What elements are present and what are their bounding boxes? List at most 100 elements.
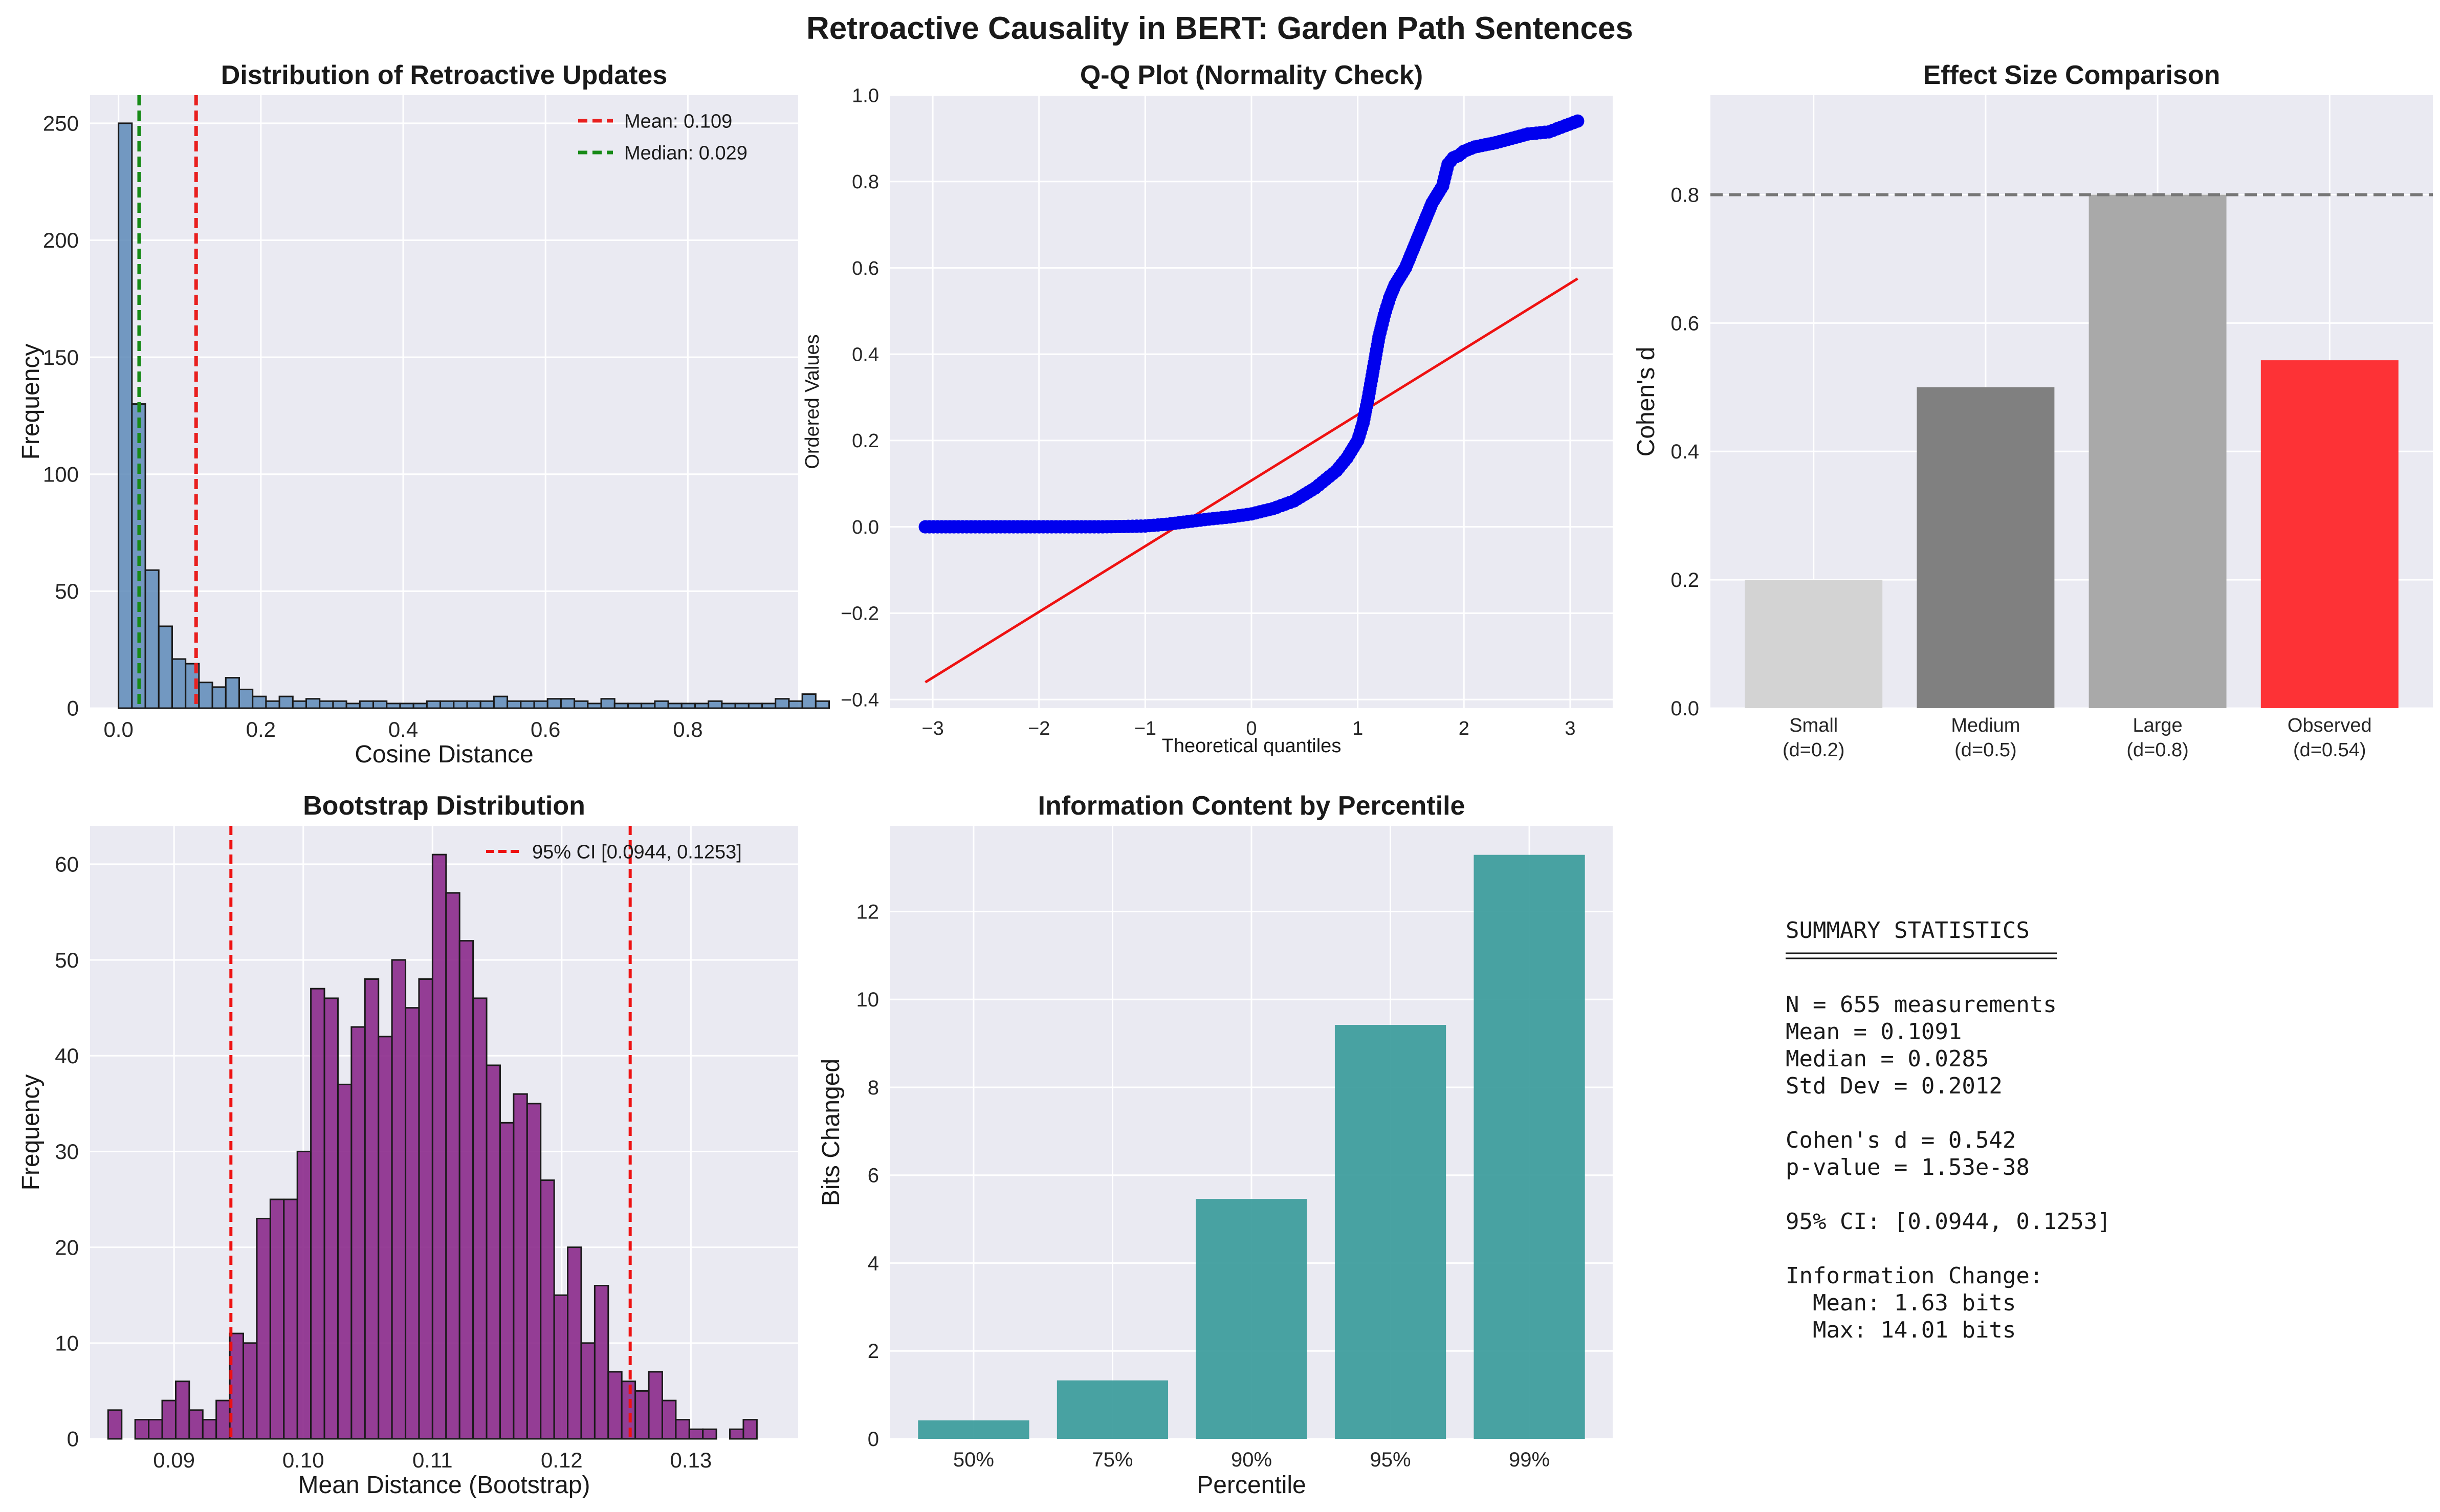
bootstrap-bar xyxy=(215,1399,231,1440)
histogram-bar xyxy=(171,658,187,709)
histogram-bar xyxy=(319,700,334,709)
qq-points xyxy=(918,114,1585,534)
y-tick-label: 50 xyxy=(55,948,79,972)
summary-line: Mean = 0.1091 xyxy=(1786,1019,1962,1045)
x-tick-label: Large xyxy=(2133,715,2182,736)
y-tick-label: 0.4 xyxy=(1670,441,1699,463)
x-tick-label: 0.4 xyxy=(388,717,418,741)
y-tick-label: 1.0 xyxy=(852,85,879,106)
summary-line: Cohen's d = 0.542 xyxy=(1786,1127,2016,1153)
percentile-bar xyxy=(918,1420,1029,1439)
histogram-bar xyxy=(520,700,535,709)
bootstrap-bar xyxy=(675,1419,690,1440)
histogram-bar xyxy=(453,700,468,709)
legend: Mean: 0.109 Median: 0.029 xyxy=(578,111,748,164)
chart-hist: Distribution of Retroactive Updates 0 50 10… xyxy=(17,60,830,768)
histogram-bar xyxy=(815,700,830,709)
summary-line: 95% CI: [0.0944, 0.1253] xyxy=(1786,1209,2111,1235)
histogram-bar xyxy=(439,700,455,709)
x-tick-label: 99% xyxy=(1509,1449,1550,1471)
chart-effect: Effect Size Comparison 0.0 0.2 0.4 0.6 0.8 Sma… xyxy=(1633,60,2433,761)
y-tick-label: 10 xyxy=(55,1331,79,1355)
histogram-bar xyxy=(426,700,442,709)
summary-line: p-value = 1.53e-38 xyxy=(1786,1154,2030,1180)
bootstrap-bar xyxy=(445,892,460,1440)
x-tick-label: 95% xyxy=(1370,1449,1411,1471)
bootstrap-bar xyxy=(310,988,325,1440)
histogram-bar xyxy=(560,698,576,709)
histogram-bar xyxy=(613,703,629,709)
histogram-bar xyxy=(708,700,723,709)
legend-label: Median: 0.029 xyxy=(624,143,748,164)
qq-point xyxy=(1571,114,1585,128)
bootstrap-bar xyxy=(472,997,488,1440)
y-tick-label: 8 xyxy=(868,1077,879,1099)
histogram-bar xyxy=(238,688,254,709)
x-tick-label: 0.11 xyxy=(412,1448,453,1472)
summary-line: Median = 0.0285 xyxy=(1786,1046,1989,1072)
y-axis-label: Cohen's d xyxy=(1633,347,1660,457)
y-tick-label: 60 xyxy=(55,852,79,876)
y-tick-label: 0.0 xyxy=(852,517,879,538)
histogram-bar xyxy=(292,700,307,709)
histogram-bar xyxy=(305,698,321,709)
x-axis-label: Mean Distance (Bootstrap) xyxy=(298,1472,590,1499)
x-tick-sublabel: (d=0.5) xyxy=(1954,739,2016,761)
bootstrap-bar xyxy=(378,1036,393,1440)
bootstrap-bar xyxy=(729,1428,744,1440)
histogram-bar xyxy=(278,695,294,709)
bootstrap-bar xyxy=(593,1285,609,1440)
y-tick-label: 40 xyxy=(55,1044,79,1068)
x-tick-label: −2 xyxy=(1028,718,1050,739)
legend: 95% CI [0.0944, 0.1253] xyxy=(486,842,742,863)
bootstrap-bar xyxy=(188,1409,204,1440)
x-tick-sublabel: (d=0.8) xyxy=(2126,739,2188,761)
bootstrap-bar xyxy=(134,1419,150,1440)
histogram-bar xyxy=(574,700,589,709)
bootstrap-bar xyxy=(540,1179,555,1440)
bootstrap-bar xyxy=(174,1380,190,1440)
y-tick-label: 0.6 xyxy=(1670,312,1699,335)
bootstrap-bar xyxy=(621,1380,636,1440)
percentile-bar xyxy=(1474,854,1585,1439)
histogram-bar xyxy=(211,686,227,709)
bootstrap-bar xyxy=(458,940,474,1440)
histogram-bar xyxy=(694,703,710,709)
y-axis-label: Bits Changed xyxy=(818,1059,845,1206)
y-tick-label: 20 xyxy=(55,1235,79,1259)
y-tick-label: 0.6 xyxy=(852,258,879,279)
bootstrap-bar xyxy=(405,1007,420,1440)
y-tick-label: 12 xyxy=(856,901,880,923)
figure-title: Retroactive Causality in BERT: Garden Pa… xyxy=(806,11,1633,46)
histogram-bar xyxy=(118,122,133,709)
x-tick-label: 0 xyxy=(1246,718,1257,739)
bootstrap-bar xyxy=(148,1419,163,1440)
charts: Distribution of Retroactive Updates05010… xyxy=(17,60,2433,1499)
y-tick-label: 10 xyxy=(856,989,880,1011)
histogram-bar xyxy=(412,703,428,709)
fit-line xyxy=(925,277,1578,684)
y-tick-label: 0 xyxy=(868,1428,879,1451)
summary-line: N = 655 measurements xyxy=(1786,992,2057,1018)
y-tick-label: 30 xyxy=(55,1140,79,1164)
percentile-bar xyxy=(1196,1199,1307,1439)
bootstrap-bar xyxy=(661,1399,677,1440)
legend-label: Mean: 0.109 xyxy=(624,111,732,133)
x-tick-label: 2 xyxy=(1459,718,1469,739)
summary-line: Std Dev = 0.2012 xyxy=(1786,1073,2003,1099)
x-tick-label: 75% xyxy=(1092,1449,1133,1471)
y-tick-label: 0.8 xyxy=(1670,184,1699,206)
percentile-bar xyxy=(1334,1025,1446,1439)
bootstrap-bar xyxy=(243,1342,258,1440)
chart-title: Q-Q Plot (Normality Check) xyxy=(1080,60,1423,90)
bootstrap-bar xyxy=(296,1150,312,1440)
effect-bar xyxy=(1745,580,1883,708)
histogram-bar xyxy=(775,698,790,709)
y-tick-label: 0.2 xyxy=(1670,569,1699,591)
x-tick-label: 3 xyxy=(1565,718,1575,739)
y-tick-label: 0.4 xyxy=(852,344,879,365)
histogram-bar xyxy=(734,703,750,709)
y-tick-label: 0.0 xyxy=(1670,697,1699,720)
histogram-bar xyxy=(667,703,683,709)
bootstrap-bar xyxy=(283,1198,298,1440)
